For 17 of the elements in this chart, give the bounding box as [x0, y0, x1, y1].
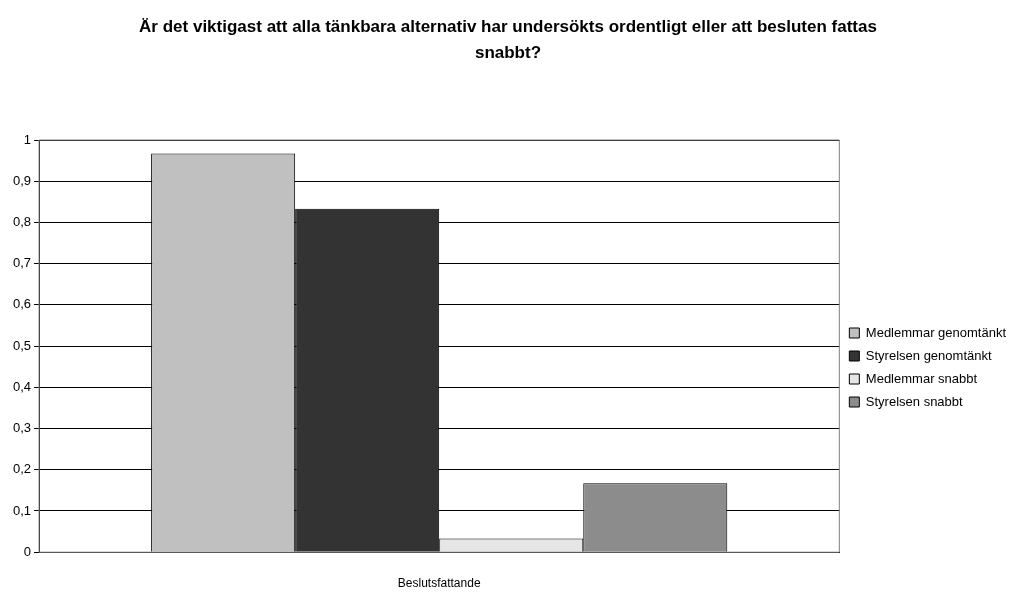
- legend-label: Medlemmar snabbt: [865, 370, 978, 386]
- y-tick-label: 0: [23, 543, 32, 559]
- chart-title: Är det viktigast att alla tänkbara alternativ har undersökts ordentligt eller att besluten fattas snabbt?: [138, 16, 878, 64]
- y-tick-label: 0,5: [12, 337, 32, 353]
- y-tick-label: 0,2: [12, 461, 32, 477]
- y-tick-label: 0,1: [12, 502, 32, 518]
- y-tick-label: 0,4: [12, 378, 32, 394]
- y-tick-label: 0,8: [12, 214, 32, 230]
- y-tick-label: 0,3: [12, 420, 32, 436]
- x-axis-title: Beslutsfattande: [397, 576, 481, 591]
- y-tick-label: 0,6: [12, 296, 32, 312]
- legend-label: Styrelsen snabbt: [865, 393, 964, 409]
- legend-label: Medlemmar genomtänkt: [865, 324, 1007, 340]
- y-tick-label: 0,9: [12, 172, 32, 188]
- y-tick-label: 0,7: [12, 255, 32, 271]
- legend-label: Styrelsen genomtänkt: [865, 347, 992, 363]
- y-tick-label: 1: [23, 131, 32, 147]
